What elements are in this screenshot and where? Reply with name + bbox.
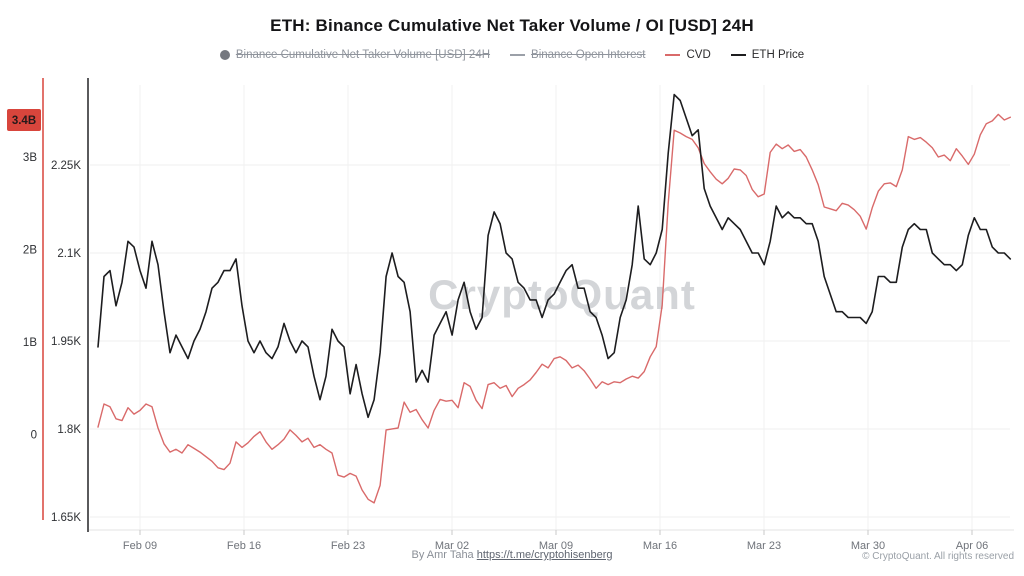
x-axis-tick-label: Mar 16 bbox=[643, 540, 677, 552]
attribution-link[interactable]: https://t.me/cryptohisenberg bbox=[476, 549, 613, 561]
volume-badge bbox=[7, 109, 41, 131]
attribution-prefix: By Amr Taha bbox=[411, 549, 474, 561]
x-axis-tick-label: Mar 09 bbox=[539, 540, 573, 552]
legend-item-open-interest[interactable]: Binance Open Interest bbox=[510, 49, 645, 61]
volume-axis-tick-label: 1B bbox=[23, 337, 37, 349]
legend-label: Binance Cumulative Net Taker Volume [USD… bbox=[235, 49, 491, 61]
price-axis-tick-label: 1.65K bbox=[51, 512, 81, 524]
legend-dash-icon bbox=[510, 54, 526, 56]
price-axis-tick-label: 2.1K bbox=[57, 248, 81, 260]
legend-item-cvd[interactable]: CVD bbox=[665, 49, 711, 61]
legend-label: CVD bbox=[686, 49, 711, 61]
eth-price-line bbox=[97, 93, 1012, 419]
legend-item-net-taker-volume[interactable]: Binance Cumulative Net Taker Volume [USD… bbox=[219, 49, 491, 61]
footer-attribution: By Amr Taha https://t.me/cryptohisenberg bbox=[0, 549, 1024, 561]
price-axis-tick-label: 1.8K bbox=[57, 424, 81, 436]
volume-axis-tick-label: 0 bbox=[31, 430, 37, 442]
volume-badge-label: 3.4B bbox=[12, 115, 36, 127]
x-axis-tick-label: Mar 02 bbox=[435, 540, 469, 552]
volume-axis-tick-label: 3B bbox=[23, 152, 37, 164]
legend-item-eth-price[interactable]: ETH Price bbox=[730, 49, 805, 61]
page-title: ETH: Binance Cumulative Net Taker Volume… bbox=[270, 16, 754, 35]
legend-label: ETH Price bbox=[751, 49, 805, 61]
x-axis-tick-label: Mar 23 bbox=[747, 540, 781, 552]
x-axis-tick-label: Feb 16 bbox=[227, 540, 261, 552]
chart-legend: Binance Cumulative Net Taker Volume [USD… bbox=[0, 49, 1024, 61]
legend-dot-icon bbox=[219, 50, 230, 60]
volume-axis-tick-label: 2B bbox=[23, 245, 37, 257]
x-axis-tick-label: Feb 23 bbox=[331, 540, 365, 552]
legend-label: Binance Open Interest bbox=[531, 49, 646, 61]
legend-dash-icon bbox=[665, 54, 681, 56]
x-axis-tick-label: Apr 06 bbox=[956, 540, 988, 552]
cvd-line bbox=[97, 113, 1011, 504]
copyright-text: © CryptoQuant. All rights reserved bbox=[862, 551, 1014, 562]
x-axis-tick-label: Feb 09 bbox=[123, 540, 157, 552]
price-axis-tick-label: 1.95K bbox=[51, 336, 81, 348]
price-axis-tick-label: 2.25K bbox=[51, 160, 81, 172]
x-axis-tick-label: Mar 30 bbox=[851, 540, 885, 552]
legend-dash-icon bbox=[730, 54, 746, 56]
